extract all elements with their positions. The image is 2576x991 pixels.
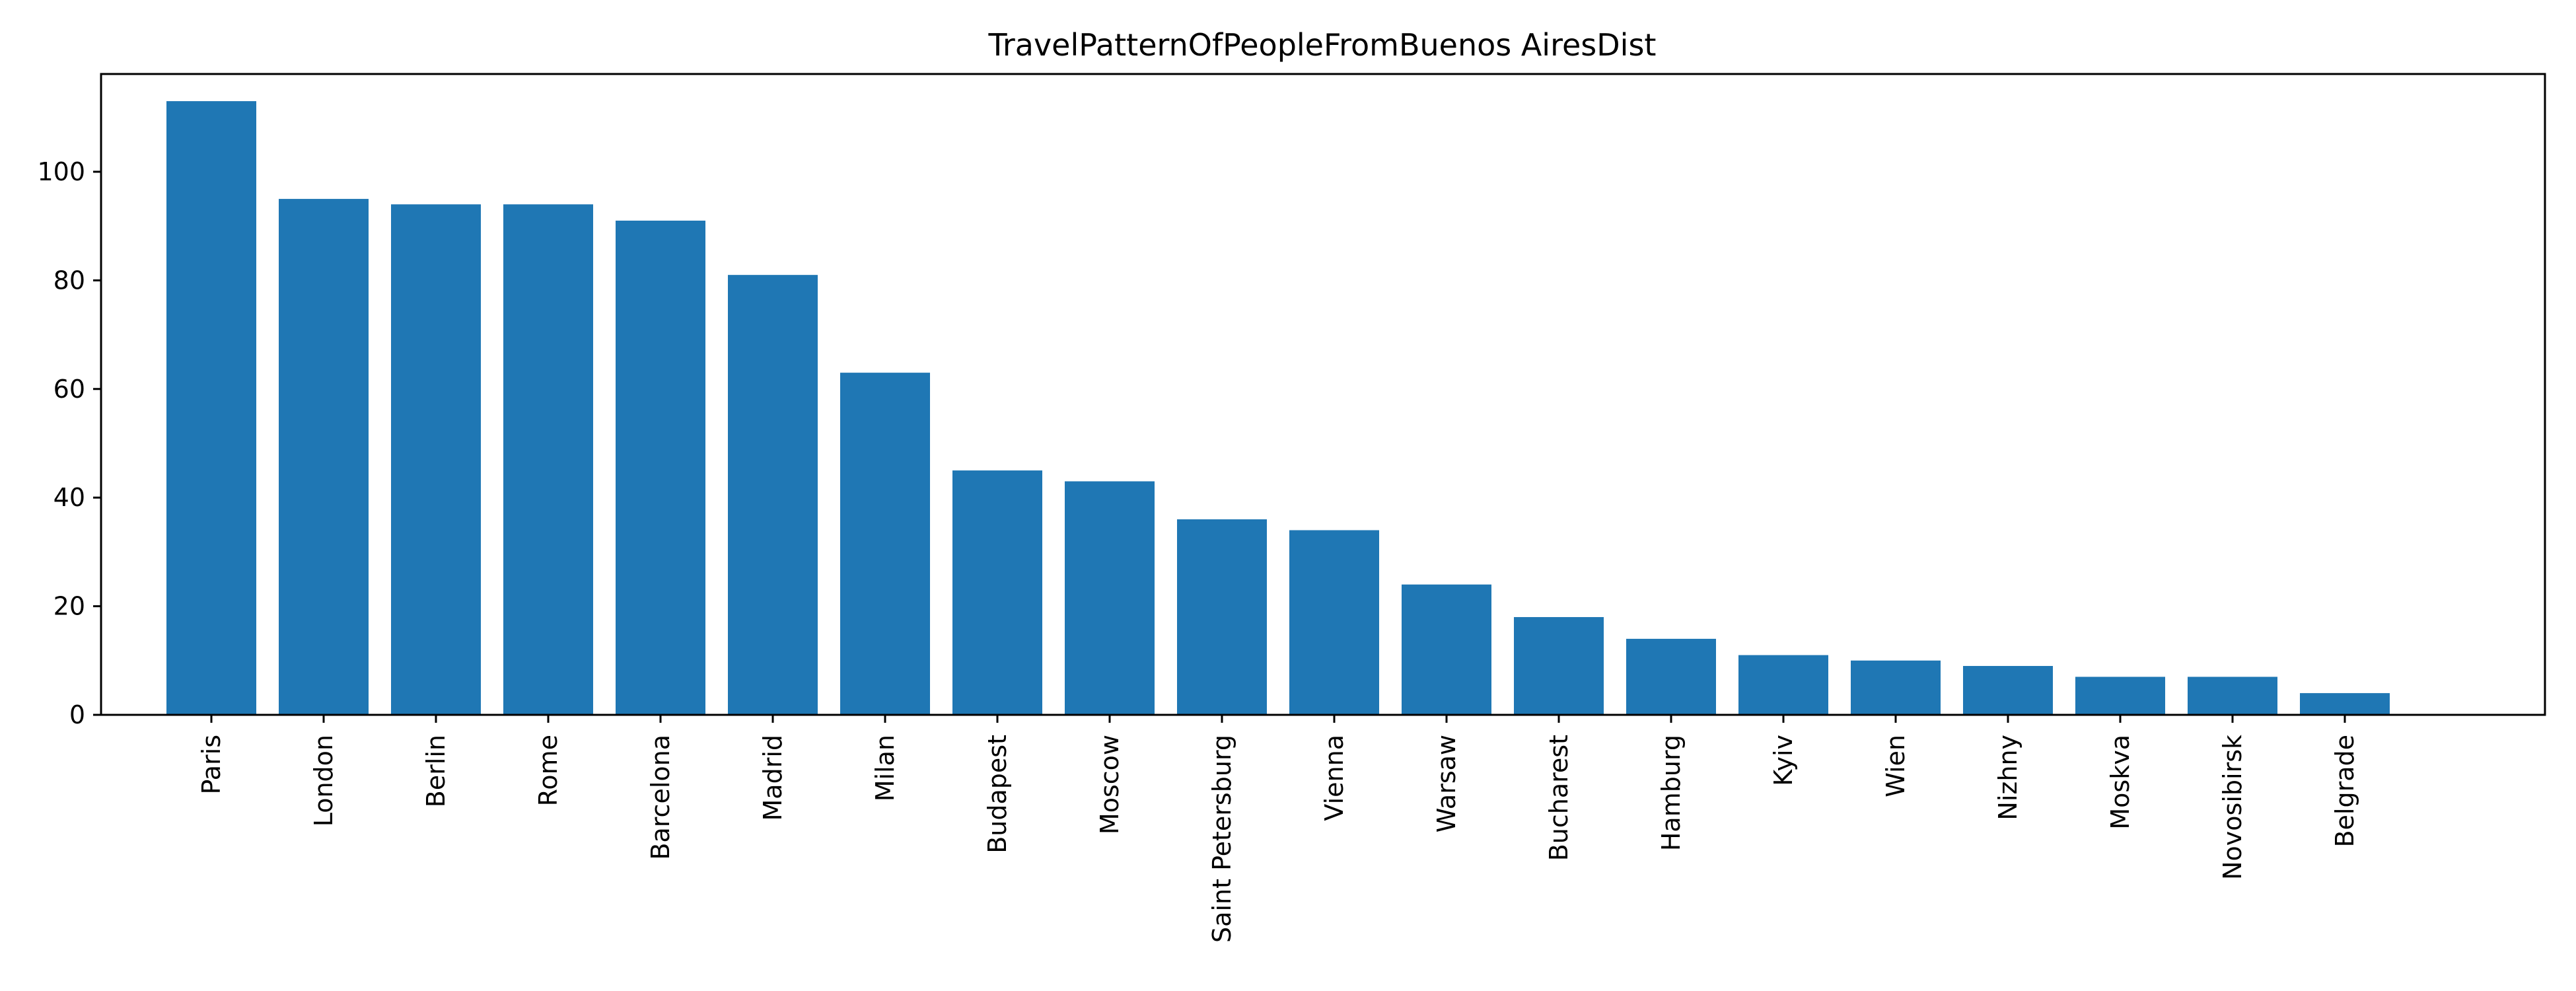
bar-rome: [503, 204, 593, 715]
bar-bucharest: [1514, 617, 1604, 715]
bar-wien: [1851, 660, 1941, 715]
x-tick-label: Rome: [534, 735, 563, 806]
x-tick-label: Bucharest: [1544, 735, 1573, 861]
y-tick-label: 100: [37, 157, 85, 186]
bar-london: [279, 199, 369, 715]
bar-belgrade: [2300, 693, 2390, 715]
bar-barcelona: [616, 220, 705, 715]
bar-vienna: [1289, 530, 1379, 715]
x-tick-label: Barcelona: [646, 735, 675, 860]
bar-saint-petersburg: [1177, 519, 1267, 715]
bar-berlin: [391, 204, 481, 715]
bar-hamburg: [1626, 638, 1716, 715]
bar-warsaw: [1402, 584, 1491, 715]
bar-moskva: [2075, 677, 2165, 715]
bar-milan: [840, 373, 930, 715]
x-tick-label: Hamburg: [1657, 735, 1686, 851]
x-tick-label: Saint Petersburg: [1207, 735, 1236, 943]
plot-frame: [100, 73, 2546, 716]
x-tick-label: Vienna: [1320, 735, 1349, 821]
x-tick-label: Moscow: [1095, 735, 1124, 834]
x-axis: Paris London Berlin Rome Barcelona Madrid Mila…: [197, 715, 2359, 943]
x-tick-label: Paris: [197, 735, 226, 794]
y-tick-label: 80: [54, 266, 85, 295]
bar-novosibirsk: [2188, 677, 2277, 715]
x-tick-label: London: [309, 735, 338, 826]
bar-nizhny: [1963, 666, 2053, 715]
bar-budapest: [952, 470, 1042, 715]
x-tick-label: Moskva: [2106, 735, 2135, 830]
x-tick-label: Nizhny: [1993, 735, 2022, 821]
x-tick-label: Milan: [871, 735, 900, 801]
y-tick-label: 20: [54, 592, 85, 621]
y-tick-label: 40: [54, 483, 85, 512]
y-tick-label: 60: [54, 375, 85, 404]
x-tick-label: Warsaw: [1432, 735, 1461, 832]
bar-madrid: [728, 275, 818, 715]
bars-group: [166, 101, 2390, 716]
x-tick-label: Belgrade: [2330, 735, 2359, 848]
x-tick-label: Kyiv: [1769, 735, 1798, 786]
chart-title: TravelPatternOfPeopleFromBuenos AiresDis…: [988, 27, 1657, 63]
bar-moscow: [1065, 481, 1155, 715]
y-tick-label: 0: [69, 700, 85, 729]
x-tick-label: Budapest: [983, 735, 1012, 854]
bar-kyiv: [1738, 655, 1828, 715]
bar-paris: [166, 101, 256, 716]
x-tick-label: Wien: [1881, 735, 1910, 797]
x-tick-label: Madrid: [758, 735, 787, 821]
x-tick-label: Novosibirsk: [2218, 735, 2247, 880]
x-tick-label: Berlin: [421, 735, 450, 807]
y-axis: 0 20 40 60 80 100: [37, 157, 101, 729]
